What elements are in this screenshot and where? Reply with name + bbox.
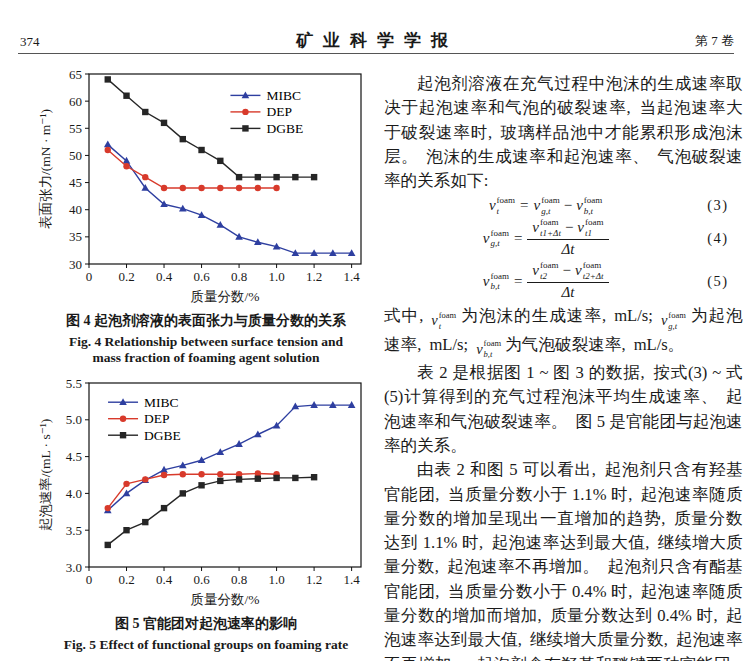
math-symbol: vfoamt1+Δt [532, 218, 561, 237]
svg-text:DGBE: DGBE [144, 428, 181, 443]
fig5-caption-cn: 图 5 官能团对起泡速率的影响 [36, 615, 376, 633]
svg-text:35: 35 [69, 229, 82, 244]
svg-text:65: 65 [69, 67, 82, 82]
svg-text:60: 60 [69, 94, 82, 109]
svg-text:DEP: DEP [266, 104, 292, 119]
svg-text:3.0: 3.0 [66, 560, 82, 575]
left-column: 0 0.2 0.4 0.6 0.8 1.0 1.2 1.4 30 35 40 45 50 55 60 65 质量… [36, 62, 376, 652]
svg-text:MIBC: MIBC [266, 88, 301, 103]
fig5-caption-en: Fig. 5 Effect of functional groups on fo… [36, 637, 376, 652]
svg-text:MIBC: MIBC [144, 395, 179, 410]
svg-text:4.0: 4.0 [66, 486, 82, 501]
svg-text:1.2: 1.2 [306, 269, 322, 284]
svg-text:30: 30 [69, 257, 82, 272]
svg-text:0: 0 [86, 572, 93, 587]
math-symbol: vfoamg,t [483, 229, 509, 248]
figure-4: 0 0.2 0.4 0.6 0.8 1.0 1.2 1.4 30 35 40 45 50 55 60 65 质量… [36, 62, 376, 365]
svg-text:0.2: 0.2 [118, 269, 134, 284]
svg-text:1.0: 1.0 [268, 269, 284, 284]
svg-text:1.2: 1.2 [306, 572, 322, 587]
math-symbol: vfoamt [431, 308, 456, 332]
svg-text:1.0: 1.0 [268, 572, 284, 587]
equation-3: vfoamt=vfoamg,t−vfoamb,t(3) [384, 196, 743, 215]
fig4-surface-tension-chart: 0 0.2 0.4 0.6 0.8 1.0 1.2 1.4 30 35 40 45 50 55 60 65 质量… [37, 62, 375, 308]
page: 374 矿业科学学报 第 7 卷 0 0.2 0.4 0.6 0.8 1.0 1.2 1.4 3… [0, 0, 748, 661]
svg-text:40: 40 [69, 202, 82, 217]
svg-text:0.6: 0.6 [193, 572, 210, 587]
svg-text:5.0: 5.0 [66, 412, 82, 427]
svg-text:质量分数/%: 质量分数/% [191, 289, 260, 304]
svg-text:0.4: 0.4 [156, 269, 173, 284]
svg-text:4.5: 4.5 [66, 449, 82, 464]
svg-text:DEP: DEP [144, 411, 170, 426]
equation-number: (4) [707, 230, 728, 247]
equation-4: vfoamg,t=vfoamt1+Δt−vfoamt1Δt(4) [384, 218, 743, 258]
svg-text:0.6: 0.6 [193, 269, 210, 284]
equation-number: (3) [707, 197, 728, 214]
svg-text:50: 50 [69, 148, 82, 163]
math-symbol: vfoamt2+Δt [575, 261, 604, 280]
math-symbol: vfoamt [489, 196, 515, 215]
equation-5: vfoamb,t=vfoamt2−vfoamt2+ΔtΔt(5) [384, 261, 743, 301]
fig5-caption: 图 5 官能团对起泡速率的影响 Fig. 5 Effect of functio… [36, 615, 376, 652]
right-column: 起泡剂溶液在充气过程中泡沫的生成速率取决于起泡速率和气泡的破裂速率,当起泡速率大… [384, 72, 743, 661]
math-symbol: vfoamb,t [476, 337, 501, 361]
paragraph-3: 表 2 是根据图 1 ~ 图 3 的数据,按式(3) ~ 式(5)计算得到的充气… [384, 361, 743, 458]
math-symbol: vfoamb,t [483, 272, 509, 291]
equations-block: vfoamt=vfoamg,t−vfoamb,t(3)vfoamg,t=vfoa… [384, 196, 743, 301]
math-symbol: vfoamt2 [532, 261, 558, 280]
svg-text:0.8: 0.8 [231, 269, 247, 284]
equation-number: (5) [707, 273, 728, 290]
svg-text:45: 45 [69, 175, 82, 190]
journal-title: 矿业科学学报 [20, 29, 734, 52]
paragraph-1: 起泡剂溶液在充气过程中泡沫的生成速率取决于起泡速率和气泡的破裂速率,当起泡速率大… [384, 72, 743, 193]
math-symbol: vfoamt1 [577, 218, 603, 237]
svg-text:1.4: 1.4 [343, 572, 360, 587]
header-rule [18, 53, 734, 54]
svg-text:质量分数/%: 质量分数/% [191, 592, 260, 607]
svg-text:0.4: 0.4 [156, 572, 173, 587]
volume-label: 第 7 卷 [695, 32, 734, 50]
fig4-caption-en-line2: mass fraction of foaming agent solution [36, 350, 376, 365]
page-header: 374 矿业科学学报 第 7 卷 [20, 30, 734, 52]
svg-text:DGBE: DGBE [266, 121, 303, 136]
svg-text:0.2: 0.2 [118, 572, 134, 587]
paragraph-4: 由表 2 和图 5 可以看出,起泡剂只含有羟基官能团,当质量分数小于 1.1% … [384, 458, 743, 661]
paragraph-2: 式中,vfoamt 为泡沫的生成速率,mL/s;vfoamg,t 为起泡速率,m… [384, 304, 743, 361]
svg-text:3.5: 3.5 [66, 523, 82, 538]
math-symbol: vfoamg,t [534, 196, 560, 215]
svg-text:起泡速率/(mL · s⁻¹): 起泡速率/(mL · s⁻¹) [38, 419, 53, 532]
fig4-caption: 图 4 起泡剂溶液的表面张力与质量分数的关系 Fig. 4 Relationsh… [36, 312, 376, 365]
svg-text:1.4: 1.4 [343, 269, 360, 284]
svg-text:表面张力/(mN · m⁻¹): 表面张力/(mN · m⁻¹) [38, 109, 53, 229]
figure-5: 0 0.2 0.4 0.6 0.8 1.0 1.2 1.4 3.0 3.5 4.0 4.5 5.0 5.5… [36, 371, 376, 652]
fig5-foaming-rate-chart: 0 0.2 0.4 0.6 0.8 1.0 1.2 1.4 3.0 3.5 4.0 4.5 5.0 5.5… [37, 371, 375, 611]
math-symbol: vfoamg,t [661, 308, 686, 332]
svg-text:5.5: 5.5 [66, 376, 82, 391]
fig4-caption-en-line1: Fig. 4 Relationship between surface tens… [36, 334, 376, 349]
fig4-caption-cn: 图 4 起泡剂溶液的表面张力与质量分数的关系 [36, 312, 376, 330]
svg-text:0: 0 [86, 269, 93, 284]
svg-text:0.8: 0.8 [231, 572, 247, 587]
math-symbol: vfoamb,t [576, 196, 602, 215]
svg-text:55: 55 [69, 121, 82, 136]
